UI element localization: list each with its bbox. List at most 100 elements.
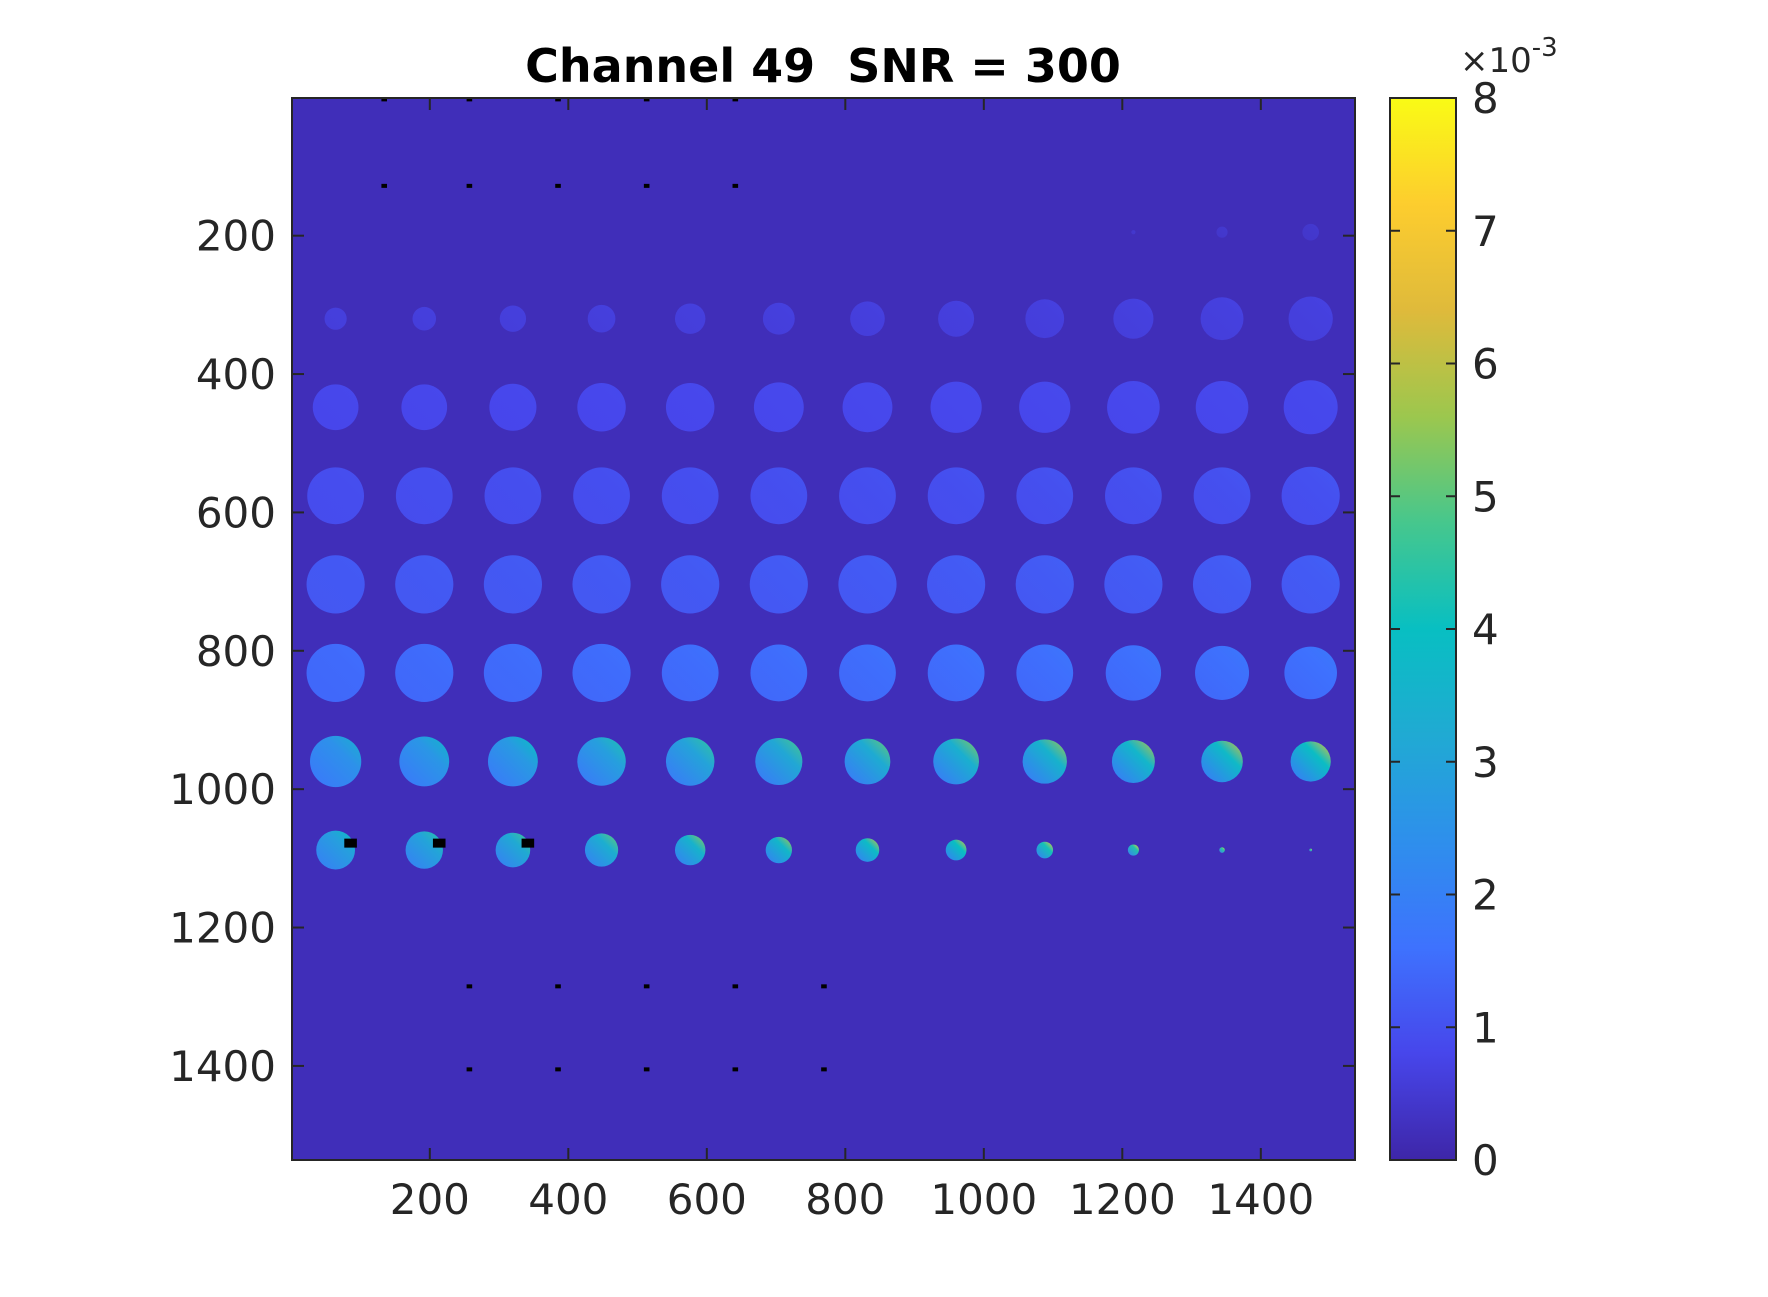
disk-spot	[395, 555, 454, 614]
colorbar-gradient	[1390, 98, 1456, 1160]
disk-spot	[1195, 380, 1249, 434]
colorbar-tick-label: 1	[1472, 1003, 1499, 1052]
disk-spot	[838, 555, 897, 614]
disk-spot	[306, 643, 365, 703]
disk-spot	[1022, 739, 1067, 784]
missing-pixel	[466, 984, 473, 989]
y-tick-label: 1200	[169, 904, 276, 953]
x-tick-label: 400	[528, 1175, 608, 1224]
x-tick-label: 600	[667, 1175, 747, 1224]
disk-spot	[1127, 844, 1139, 856]
disk-spot	[1025, 299, 1065, 339]
missing-pixel	[466, 183, 473, 188]
missing-pixel	[555, 98, 561, 102]
disk-spot	[1193, 467, 1251, 525]
disk-spot	[484, 467, 542, 525]
disk-spot	[1131, 230, 1136, 235]
disk-spot	[573, 467, 630, 525]
disk-spot	[306, 555, 365, 614]
disk-spot	[844, 738, 891, 785]
disk-spot	[1288, 296, 1333, 341]
disk-spot	[1016, 644, 1074, 702]
image-background	[292, 98, 1355, 1160]
missing-pixel	[555, 183, 561, 188]
colorbar-tick-label: 2	[1472, 871, 1499, 920]
x-tick-label: 200	[390, 1175, 470, 1224]
disk-spot	[412, 306, 437, 331]
disk-spot	[927, 467, 985, 525]
missing-pixel	[555, 1067, 561, 1072]
disk-spot	[483, 555, 542, 614]
disk-spot	[1309, 848, 1313, 852]
disk-spot	[395, 467, 453, 525]
y-tick-label: 600	[196, 488, 276, 537]
missing-pixel	[521, 838, 535, 848]
disk-spot	[665, 737, 715, 786]
colorbar-tick-label: 8	[1472, 74, 1499, 123]
disk-spot	[495, 832, 531, 868]
disk-spot	[839, 467, 896, 525]
disk-spot	[674, 303, 706, 334]
missing-pixel	[381, 98, 388, 102]
colorbar-ticks: 0 1 2 3 4 5 6 7 8	[1390, 74, 1499, 1185]
y-tick-label: 1400	[169, 1042, 276, 1091]
disk-spot	[307, 467, 365, 525]
disk-spot	[661, 467, 719, 525]
y-tick-label: 800	[196, 627, 276, 676]
disk-spot	[399, 736, 450, 787]
disk-spot	[1281, 466, 1340, 525]
plot-axes-box	[291, 97, 1356, 1161]
disk-spot	[1283, 380, 1338, 435]
y-tick-label: 400	[196, 350, 276, 399]
missing-pixel	[466, 1067, 473, 1072]
disk-spot	[938, 300, 975, 337]
disk-spot	[945, 839, 967, 861]
colorbar-tick-label: 7	[1472, 207, 1499, 256]
disk-spot	[316, 830, 356, 870]
disk-spot	[572, 555, 631, 614]
disk-spot	[577, 383, 626, 432]
colorbar-tick-label: 6	[1472, 340, 1499, 389]
disk-spot	[1015, 555, 1074, 614]
missing-pixel	[732, 984, 739, 989]
missing-pixel	[732, 183, 739, 188]
disk-spot	[1036, 841, 1054, 859]
x-tick-label: 800	[805, 1175, 885, 1224]
disk-spot	[842, 382, 893, 433]
disk-spot	[1219, 847, 1225, 853]
missing-pixel	[732, 1067, 739, 1072]
disk-spot	[1201, 740, 1243, 783]
x-tick-label: 1400	[1207, 1175, 1314, 1224]
disk-spot	[665, 383, 715, 432]
disk-spot	[487, 736, 538, 787]
disk-spot	[661, 555, 720, 614]
disk-spot	[1290, 741, 1331, 782]
disk-spot	[395, 643, 454, 703]
chart-title: Channel 49 SNR = 300	[525, 39, 1121, 93]
disk-spot	[405, 831, 443, 869]
disk-spot	[1216, 226, 1228, 238]
disk-spot	[749, 555, 808, 614]
y-tick-label: 200	[196, 212, 276, 261]
disk-spot	[850, 301, 885, 337]
disk-spot	[577, 737, 626, 786]
missing-pixel	[466, 98, 473, 102]
disk-spot	[1111, 740, 1155, 783]
disk-spot	[765, 836, 792, 864]
disk-spot	[762, 302, 795, 335]
colorbar-exponent-power: -3	[1532, 33, 1558, 63]
disk-spot	[1195, 645, 1250, 700]
disk-spot	[1107, 380, 1160, 434]
missing-pixel	[821, 1067, 827, 1072]
missing-pixel	[643, 984, 650, 989]
disk-spot	[1281, 555, 1340, 614]
missing-pixel	[732, 98, 739, 102]
colorbar-tick-label: 4	[1472, 605, 1499, 654]
y-tick-label: 1000	[169, 765, 276, 814]
disk-spot	[572, 643, 631, 703]
x-axis: 200 400 600 800 1000 1200 1400	[390, 98, 1314, 1224]
disk-spot	[1105, 467, 1162, 525]
disk-spot	[310, 735, 362, 788]
disk-spot	[1104, 555, 1163, 614]
disk-spot	[674, 834, 706, 866]
